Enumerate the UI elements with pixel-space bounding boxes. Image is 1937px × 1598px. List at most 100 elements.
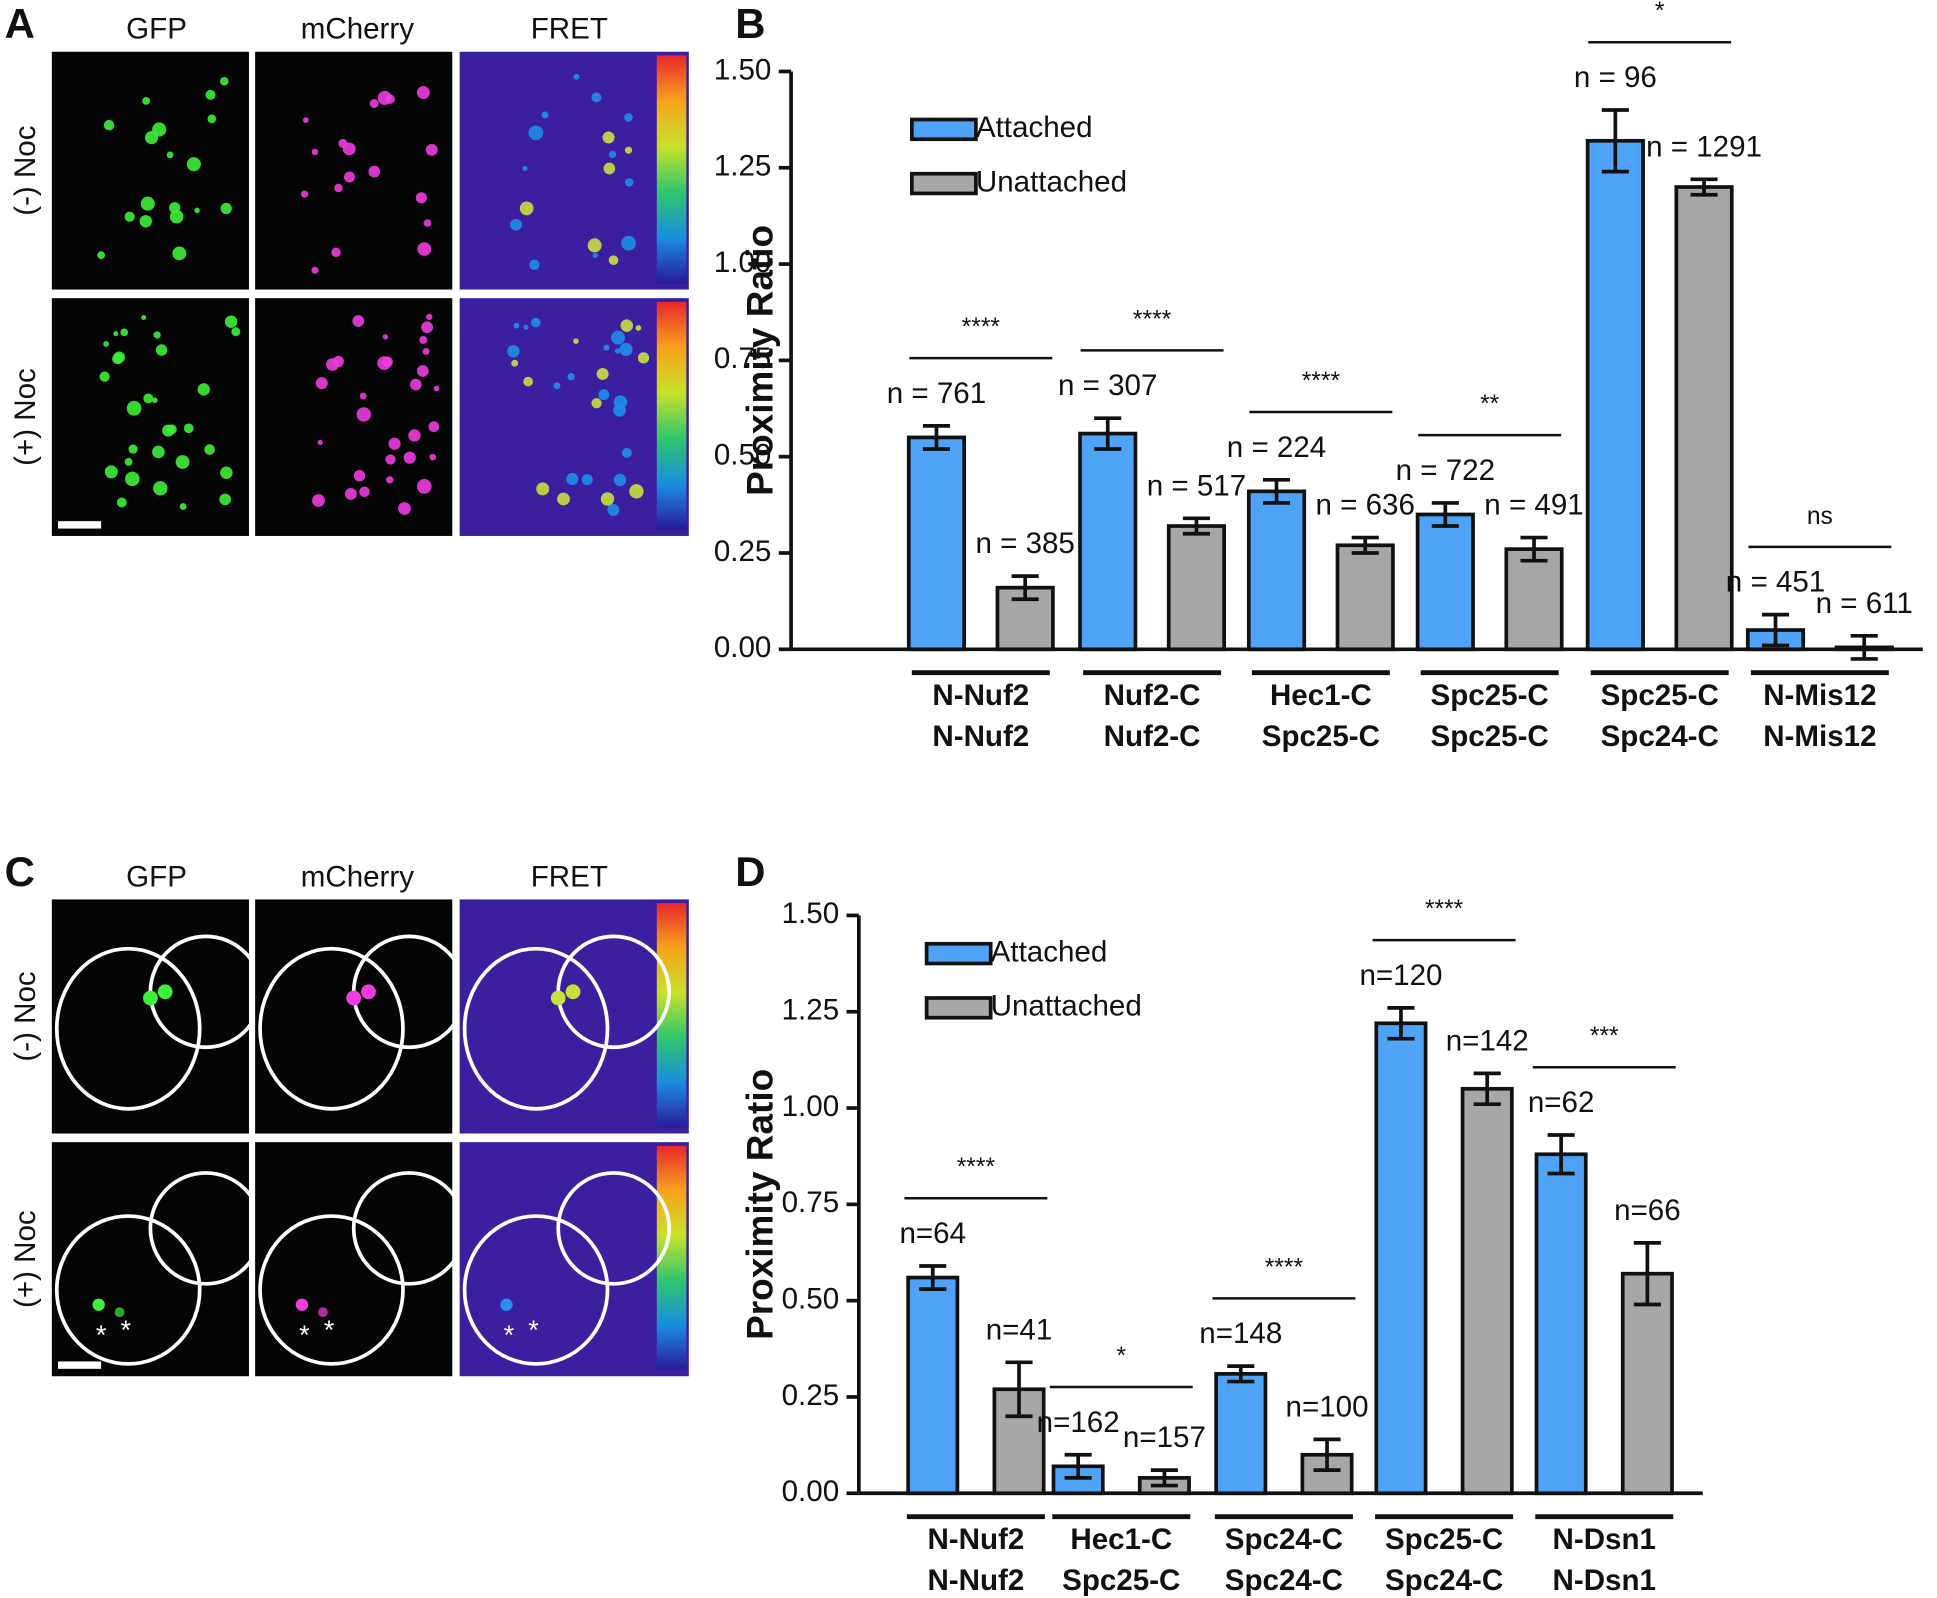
- panel-label: D: [735, 848, 765, 895]
- x-tick-label: Hec1-C: [1270, 679, 1372, 712]
- legend-label: Attached: [991, 935, 1108, 968]
- spot: [344, 487, 357, 500]
- asterisk: *: [528, 1314, 539, 1345]
- spot: [603, 162, 616, 175]
- spot: [124, 457, 133, 466]
- spot: [353, 469, 366, 482]
- legend-label: Attached: [976, 111, 1093, 144]
- n-label: n = 636: [1316, 489, 1415, 522]
- spot: [312, 494, 325, 507]
- spot: [140, 196, 155, 211]
- row-label: (+) Noc: [9, 1210, 42, 1308]
- spot: [426, 313, 433, 321]
- n-label: n=148: [1199, 1317, 1282, 1350]
- legend-swatch: [909, 171, 978, 196]
- error-bar: [1227, 1364, 1255, 1384]
- spot: [619, 342, 633, 356]
- spot: [529, 259, 540, 271]
- spot: [417, 242, 432, 256]
- spot: [207, 114, 217, 124]
- spot: [629, 484, 644, 499]
- n-label: n = 224: [1227, 431, 1326, 464]
- spot: [567, 372, 575, 381]
- error-bar: [1761, 612, 1790, 648]
- spot: [398, 502, 411, 515]
- cell-outline: [556, 1171, 671, 1286]
- spot: [592, 252, 598, 258]
- legend-swatch: [924, 941, 993, 966]
- significance-label: **: [1480, 391, 1500, 418]
- error-bar: [1601, 108, 1629, 174]
- spot: [157, 984, 173, 1000]
- asterisk: *: [299, 1319, 310, 1350]
- spot: [565, 984, 581, 1000]
- spot: [301, 190, 309, 198]
- n-label: n = 611: [1816, 587, 1913, 620]
- row-label: (+) Noc: [9, 368, 42, 466]
- spot: [114, 1307, 125, 1318]
- cell-outline: [462, 1214, 610, 1366]
- spot: [523, 376, 533, 387]
- error-bar: [1351, 535, 1379, 555]
- spot: [205, 89, 216, 100]
- spot: [317, 1307, 328, 1318]
- spot: [368, 165, 381, 178]
- spot: [500, 1298, 513, 1311]
- spot: [624, 113, 633, 122]
- spot: [624, 146, 633, 154]
- spot: [513, 322, 520, 329]
- spot: [624, 178, 634, 187]
- spot: [128, 444, 138, 454]
- panel-label: B: [735, 0, 765, 47]
- bar: [1078, 431, 1138, 652]
- spot: [317, 439, 323, 446]
- error-bar: [1431, 501, 1459, 528]
- spot: [92, 1298, 105, 1311]
- panel-label: A: [5, 0, 35, 47]
- x-tick-label: Spc24-C: [1225, 1564, 1343, 1597]
- spot: [141, 314, 147, 320]
- n-label: n = 491: [1484, 489, 1583, 522]
- x-tick-label: Spc24-C: [1601, 720, 1719, 753]
- spot: [295, 1298, 309, 1311]
- y-tick-label: 0.25: [782, 1379, 840, 1412]
- error-bar: [1547, 1133, 1575, 1176]
- spot: [608, 255, 619, 266]
- spot: [104, 465, 118, 479]
- spot: [204, 444, 215, 455]
- spot: [621, 235, 636, 251]
- bar: [1674, 185, 1734, 652]
- spot: [610, 330, 625, 345]
- bar: [1335, 543, 1395, 652]
- bar: [1585, 138, 1645, 652]
- x-tick-label: N-Nuf2: [932, 679, 1029, 712]
- spot: [346, 990, 362, 1006]
- spot: [153, 481, 168, 496]
- n-label: n=120: [1359, 959, 1442, 992]
- spot: [120, 328, 129, 337]
- bar: [1374, 1021, 1428, 1496]
- spot: [637, 352, 650, 364]
- spot: [186, 157, 201, 172]
- scale-bar: [57, 521, 102, 529]
- spot: [581, 474, 593, 486]
- spot: [422, 347, 430, 355]
- micrograph: [51, 1142, 249, 1377]
- bar: [1504, 547, 1564, 652]
- spot: [197, 383, 210, 396]
- error-bar: [1850, 633, 1878, 661]
- spot: [172, 246, 187, 261]
- spot: [573, 338, 579, 344]
- error-bar: [1150, 1468, 1178, 1488]
- bar: [1214, 1372, 1268, 1496]
- spot: [143, 393, 154, 404]
- x-tick-label: Spc25-C: [1262, 720, 1380, 753]
- significance-label: ****: [957, 1154, 996, 1181]
- micrograph: [255, 298, 453, 536]
- spot: [162, 424, 175, 437]
- n-label: n=100: [1286, 1390, 1369, 1423]
- spot: [315, 377, 328, 390]
- spot: [531, 317, 541, 328]
- spot: [573, 73, 580, 80]
- spot: [220, 76, 229, 86]
